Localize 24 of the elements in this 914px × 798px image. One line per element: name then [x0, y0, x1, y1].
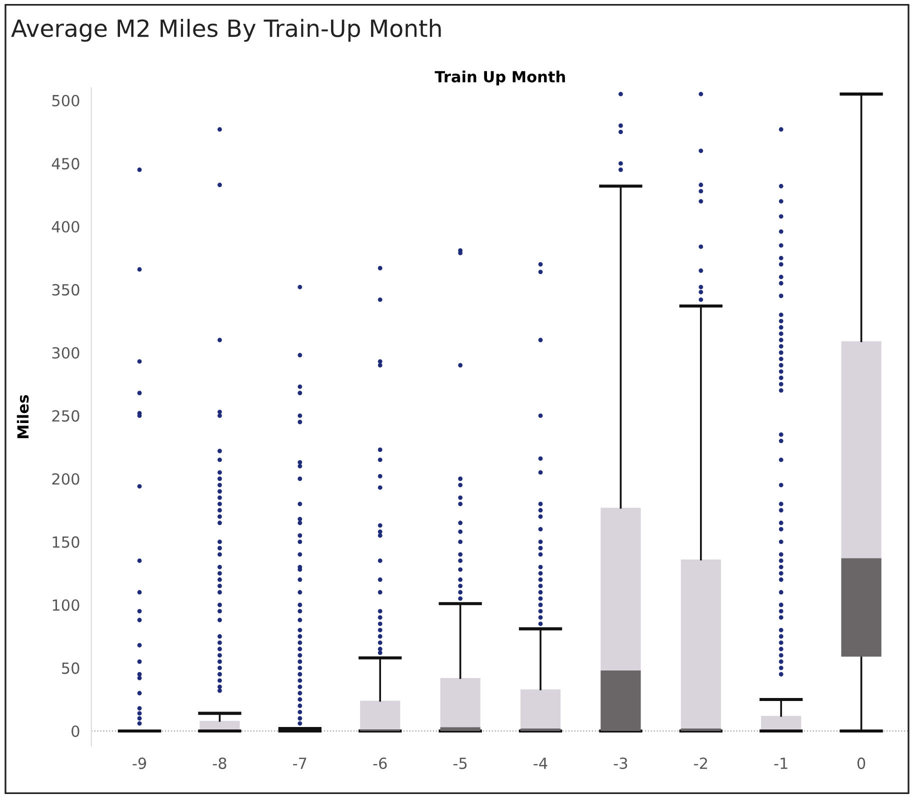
y-tick-label: 200 [52, 473, 80, 485]
y-tick-label: 0 [72, 725, 80, 738]
x-tick-label: 0 [857, 758, 866, 770]
chart-title: Average M2 Miles By Train-Up Month [11, 18, 441, 42]
y-tick-label: 450 [52, 158, 80, 170]
x-tick-label: -2 [694, 758, 707, 769]
x-axis-title: Train Up Month [434, 70, 565, 86]
x-tick-label: -3 [614, 758, 628, 770]
y-tick-label: 400 [52, 220, 80, 233]
y-axis-title: Miles [16, 395, 29, 438]
y-tick-label: 300 [52, 347, 80, 359]
x-tick-label: -8 [212, 758, 226, 770]
x-tick-label: -5 [453, 758, 467, 770]
y-tick-label: 350 [52, 284, 80, 296]
y-tick-label: 50 [62, 662, 80, 674]
y-tick-label: 100 [52, 599, 80, 611]
x-tick-label: -9 [132, 758, 146, 770]
y-tick-label: 250 [52, 410, 80, 422]
y-tick-label: 150 [52, 536, 80, 548]
y-tick-label: 500 [52, 94, 80, 106]
x-tick-label: -6 [373, 758, 387, 770]
x-tick-label: -7 [293, 758, 306, 769]
x-tick-label: -4 [534, 758, 548, 769]
x-tick-label: -1 [774, 758, 788, 769]
